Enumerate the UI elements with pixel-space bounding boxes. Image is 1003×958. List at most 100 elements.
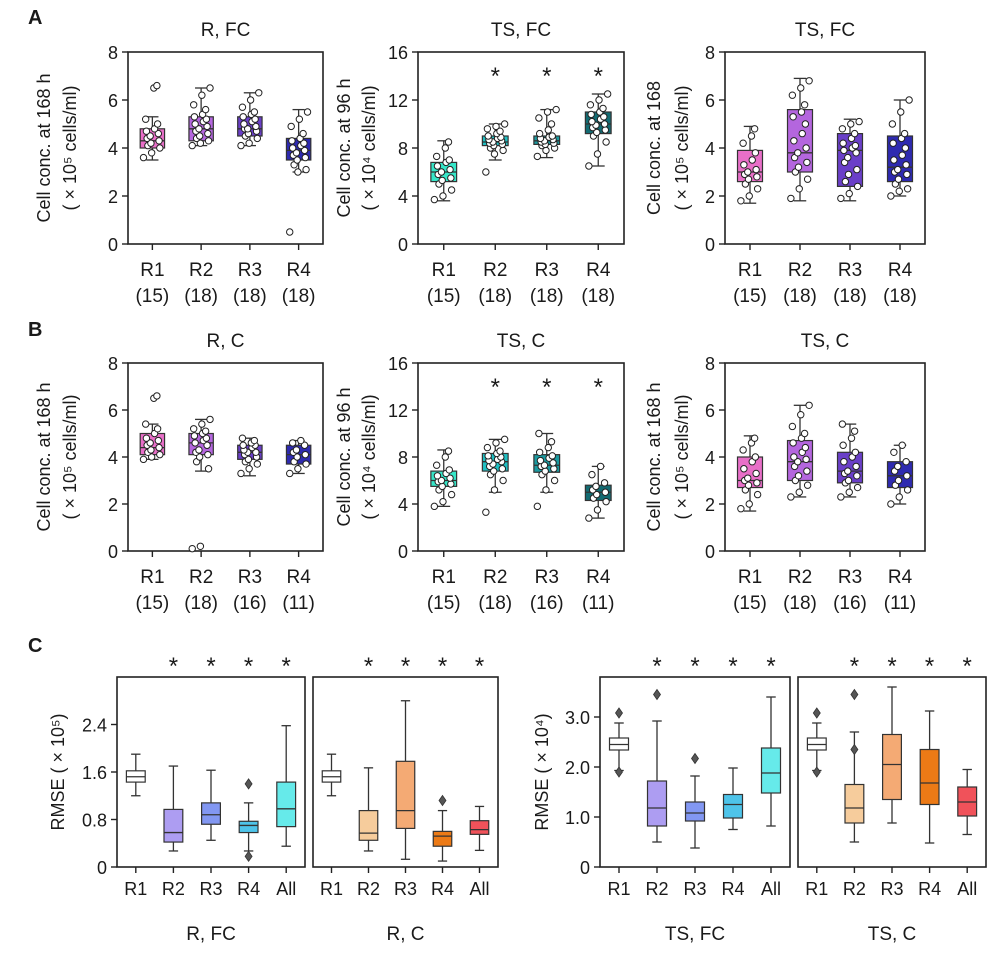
data-point: [837, 493, 845, 501]
significance-marker: *: [652, 653, 661, 680]
y-tick-label: 4: [398, 187, 408, 207]
data-point: [437, 168, 446, 176]
sample-size-label: (18): [530, 286, 564, 307]
data-point: [549, 459, 557, 467]
data-point: [601, 488, 610, 496]
data-point: [889, 139, 897, 147]
data-point: [293, 156, 301, 164]
significance-marker: *: [244, 653, 253, 680]
x-tick-label: R1: [432, 567, 456, 588]
data-point: [189, 101, 198, 109]
data-point: [244, 455, 253, 464]
data-point: [841, 177, 850, 186]
data-point: [752, 469, 760, 478]
data-point: [789, 439, 797, 447]
data-point: [447, 490, 456, 499]
data-point: [853, 182, 862, 191]
x-tick-label: R4: [721, 879, 744, 899]
data-point: [196, 139, 205, 147]
y-axis-label: Cell conc. at 96 h: [334, 78, 354, 217]
data-point: [744, 481, 753, 489]
data-point: [190, 432, 199, 440]
data-point: [146, 439, 154, 447]
x-tick-label: R1: [140, 260, 164, 281]
data-point: [839, 441, 847, 449]
y-axis-label: RMSE ( × 10⁵): [48, 714, 68, 831]
data-point: [840, 458, 848, 466]
data-point: [433, 162, 442, 170]
data-point: [588, 470, 596, 479]
sample-size-label: (11): [282, 593, 314, 614]
data-point: [195, 446, 203, 454]
data-point: [593, 490, 601, 499]
data-point: [288, 439, 297, 447]
x-tick-label: R1: [140, 567, 164, 588]
x-tick-label: R1: [738, 567, 762, 588]
data-point: [593, 506, 602, 514]
y-tick-label: 0: [108, 542, 118, 562]
x-tick-label: All: [957, 879, 977, 899]
x-tick-label: R3: [683, 879, 706, 899]
x-tick-label: R2: [645, 879, 668, 899]
significance-marker: *: [542, 63, 551, 90]
data-point: [188, 141, 196, 150]
data-point: [548, 132, 556, 140]
significance-marker: *: [963, 653, 972, 680]
data-point: [202, 115, 211, 123]
data-point: [740, 161, 748, 169]
y-tick-label: 0: [97, 858, 107, 878]
y-axis-label-unit: ( × 10⁵ cells/ml): [672, 86, 692, 211]
data-point: [154, 129, 163, 138]
data-point: [851, 448, 860, 456]
data-point: [147, 453, 156, 461]
chart-c2: R, C R1 R2 * R3 * R4 * All *: [312, 653, 499, 945]
y-axis-label-unit: ( × 10⁵ cells/ml): [60, 395, 80, 520]
data-point: [252, 122, 260, 131]
data-point: [585, 162, 593, 170]
data-point: [600, 479, 609, 487]
data-point: [600, 120, 609, 128]
data-point: [744, 474, 752, 482]
y-tick-label: 4: [705, 448, 715, 468]
data-point: [587, 110, 595, 119]
data-point: [286, 469, 294, 478]
data-point: [255, 89, 263, 97]
chart-title: TS, FC: [665, 924, 725, 945]
x-tick-label: R4: [586, 567, 611, 588]
box-r4: [238, 820, 259, 834]
sample-size-label: (15): [135, 593, 169, 614]
data-point: [753, 185, 762, 193]
data-point: [253, 460, 262, 468]
data-point: [894, 476, 903, 485]
data-point: [750, 125, 759, 133]
data-point: [803, 158, 811, 167]
sample-size-label: (18): [478, 593, 512, 614]
data-point: [252, 448, 260, 456]
data-point: [300, 146, 309, 155]
y-tick-label: 0: [705, 542, 715, 562]
y-tick-label: 8: [108, 43, 118, 63]
y-axis-label: Cell conc. at 168 h: [34, 382, 54, 531]
y-tick-label: 2: [108, 495, 118, 515]
outlier-point: [244, 778, 253, 790]
box-all: [760, 747, 782, 794]
data-point: [444, 447, 453, 455]
data-point: [243, 125, 252, 133]
y-tick-label: 0: [108, 235, 118, 255]
data-point: [445, 156, 453, 164]
data-point: [189, 425, 198, 433]
chart-b1: R, C 0 2 4 6 8 Cell conc. at 168 h ( × 10⁵ cell…: [34, 331, 324, 614]
data-point: [287, 122, 295, 131]
data-point: [237, 141, 245, 150]
data-point: [297, 436, 305, 445]
data-point: [600, 113, 608, 121]
data-point: [238, 103, 247, 111]
data-point: [253, 134, 262, 143]
sample-size-label: (16): [233, 593, 267, 614]
x-tick-label: R1: [607, 879, 630, 899]
significance-marker: *: [475, 653, 484, 680]
data-point: [747, 132, 756, 140]
data-point: [897, 108, 905, 116]
data-point: [533, 502, 542, 511]
data-point: [601, 126, 610, 134]
